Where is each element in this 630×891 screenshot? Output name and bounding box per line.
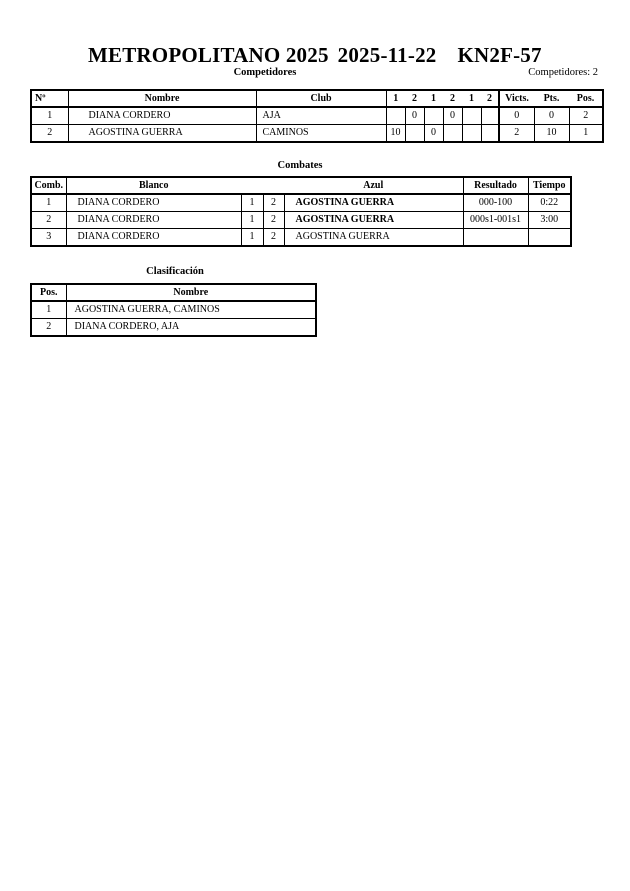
table-header-row: Pos. Nombre [30,283,317,302]
col-header-round: 2 [481,89,499,108]
cell-blanco-num: 1 [240,193,264,212]
cell-tiempo: 0:22 [527,193,572,212]
cell-pos: 2 [568,106,604,125]
cell-nombre: AGOSTINA GUERRA [67,124,257,143]
col-header-victs: Victs. [498,89,534,108]
col-header-round: 1 [386,89,405,108]
col-header-azul-num [263,176,284,195]
col-header-azul: Azul [284,176,464,195]
title-category-code: KN2F-57 [457,43,542,67]
competitor-row: 1 DIANA CORDERO AJA 0 0 0 0 2 [30,106,604,125]
cell-blanco-name: DIANA CORDERO [65,193,242,212]
cell-score: 0 [404,106,425,125]
cell-score: 0 [442,106,463,125]
col-header-blanco-num [241,176,263,195]
col-header-resultado: Resultado [462,176,529,195]
cell-bout-num: 2 [30,211,67,229]
cell-blanco-num: 1 [240,228,264,247]
cell-blanco-name: DIANA CORDERO [65,211,242,229]
bout-row: 1 DIANA CORDERO 1 2 AGOSTINA GUERRA 000-… [30,193,572,212]
col-header-round: 1 [462,89,481,108]
cell-pts: 10 [533,124,570,143]
cell-blanco-name: DIANA CORDERO [65,228,242,247]
cell-club: CAMINOS [255,124,387,143]
col-header-blanco: Blanco [65,176,241,195]
competidores-table: Nº Nombre Club 1 2 1 2 1 2 Victs. Pts. P… [30,89,604,143]
cell-resultado: 000-100 [462,193,529,212]
col-header-tiempo: Tiempo [527,176,572,195]
cell-score: 0 [423,124,444,143]
competitors-count-label: Competidores: 2 [528,67,598,78]
section-title-combates: Combates [277,160,323,171]
col-header-round: 2 [443,89,462,108]
cell-resultado: 000s1-001s1 [462,211,529,229]
cell-pos: 1 [30,300,67,319]
cell-bout-num: 3 [30,228,67,247]
cell-num: 1 [30,106,69,125]
title-date: 2025-11-22 [337,43,437,67]
table-header-row: Nº Nombre Club 1 2 1 2 1 2 Victs. Pts. P… [30,89,604,108]
col-header-pts: Pts. [534,89,569,108]
cell-azul-num: 2 [262,228,285,247]
cell-resultado [462,228,529,247]
cell-score [385,106,406,125]
cell-nombre: DIANA CORDERO [67,106,257,125]
cell-pos: 2 [30,318,67,337]
section-title-clasificacion: Clasificación [146,266,204,277]
col-header-comb: Comb. [30,176,67,195]
cell-score [442,124,463,143]
cell-blanco-num: 1 [240,211,264,229]
cell-score: 10 [385,124,406,143]
col-header-round: 2 [405,89,424,108]
cell-victs: 2 [498,124,535,143]
cell-victs: 0 [498,106,535,125]
cell-score [404,124,425,143]
col-header-nombre: Nombre [65,283,317,302]
cell-bout-num: 1 [30,193,67,212]
cell-pos: 1 [568,124,604,143]
cell-num: 2 [30,124,69,143]
cell-score [423,106,444,125]
cell-azul-name: AGOSTINA GUERRA [283,193,464,212]
cell-score [480,124,500,143]
col-header-pos: Pos. [569,89,604,108]
bout-row: 2 DIANA CORDERO 1 2 AGOSTINA GUERRA 000s… [30,211,572,229]
ranking-row: 2 DIANA CORDERO, AJA [30,318,317,337]
col-header-club: Club [255,89,387,108]
cell-pts: 0 [533,106,570,125]
cell-tiempo: 3:00 [527,211,572,229]
bout-row: 3 DIANA CORDERO 1 2 AGOSTINA GUERRA [30,228,572,247]
clasificacion-table: Pos. Nombre 1 AGOSTINA GUERRA, CAMINOS 2… [30,283,317,337]
table-header-row: Comb. Blanco Azul Resultado Tiempo [30,176,572,195]
cell-club: AJA [255,106,387,125]
col-header-nombre: Nombre [67,89,257,108]
page-title: METROPOLITANO 2025 2025-11-22 KN2F-57 [88,43,542,68]
cell-score [461,106,482,125]
col-header-num: Nº [30,89,69,108]
cell-score [461,124,482,143]
col-header-pos: Pos. [30,283,67,302]
cell-nombre: AGOSTINA GUERRA, CAMINOS [65,300,317,319]
section-title-competidores: Competidores [233,67,297,78]
competitor-row: 2 AGOSTINA GUERRA CAMINOS 10 0 2 10 1 [30,124,604,143]
cell-azul-num: 2 [262,193,285,212]
cell-nombre: DIANA CORDERO, AJA [65,318,317,337]
col-header-round: 1 [424,89,443,108]
ranking-row: 1 AGOSTINA GUERRA, CAMINOS [30,300,317,319]
combates-table: Comb. Blanco Azul Resultado Tiempo 1 DIA… [30,176,572,247]
cell-azul-num: 2 [262,211,285,229]
cell-tiempo [527,228,572,247]
cell-azul-name: AGOSTINA GUERRA [283,211,464,229]
cell-azul-name: AGOSTINA GUERRA [283,228,464,247]
cell-score [480,106,500,125]
title-event-name: METROPOLITANO 2025 [88,43,329,67]
